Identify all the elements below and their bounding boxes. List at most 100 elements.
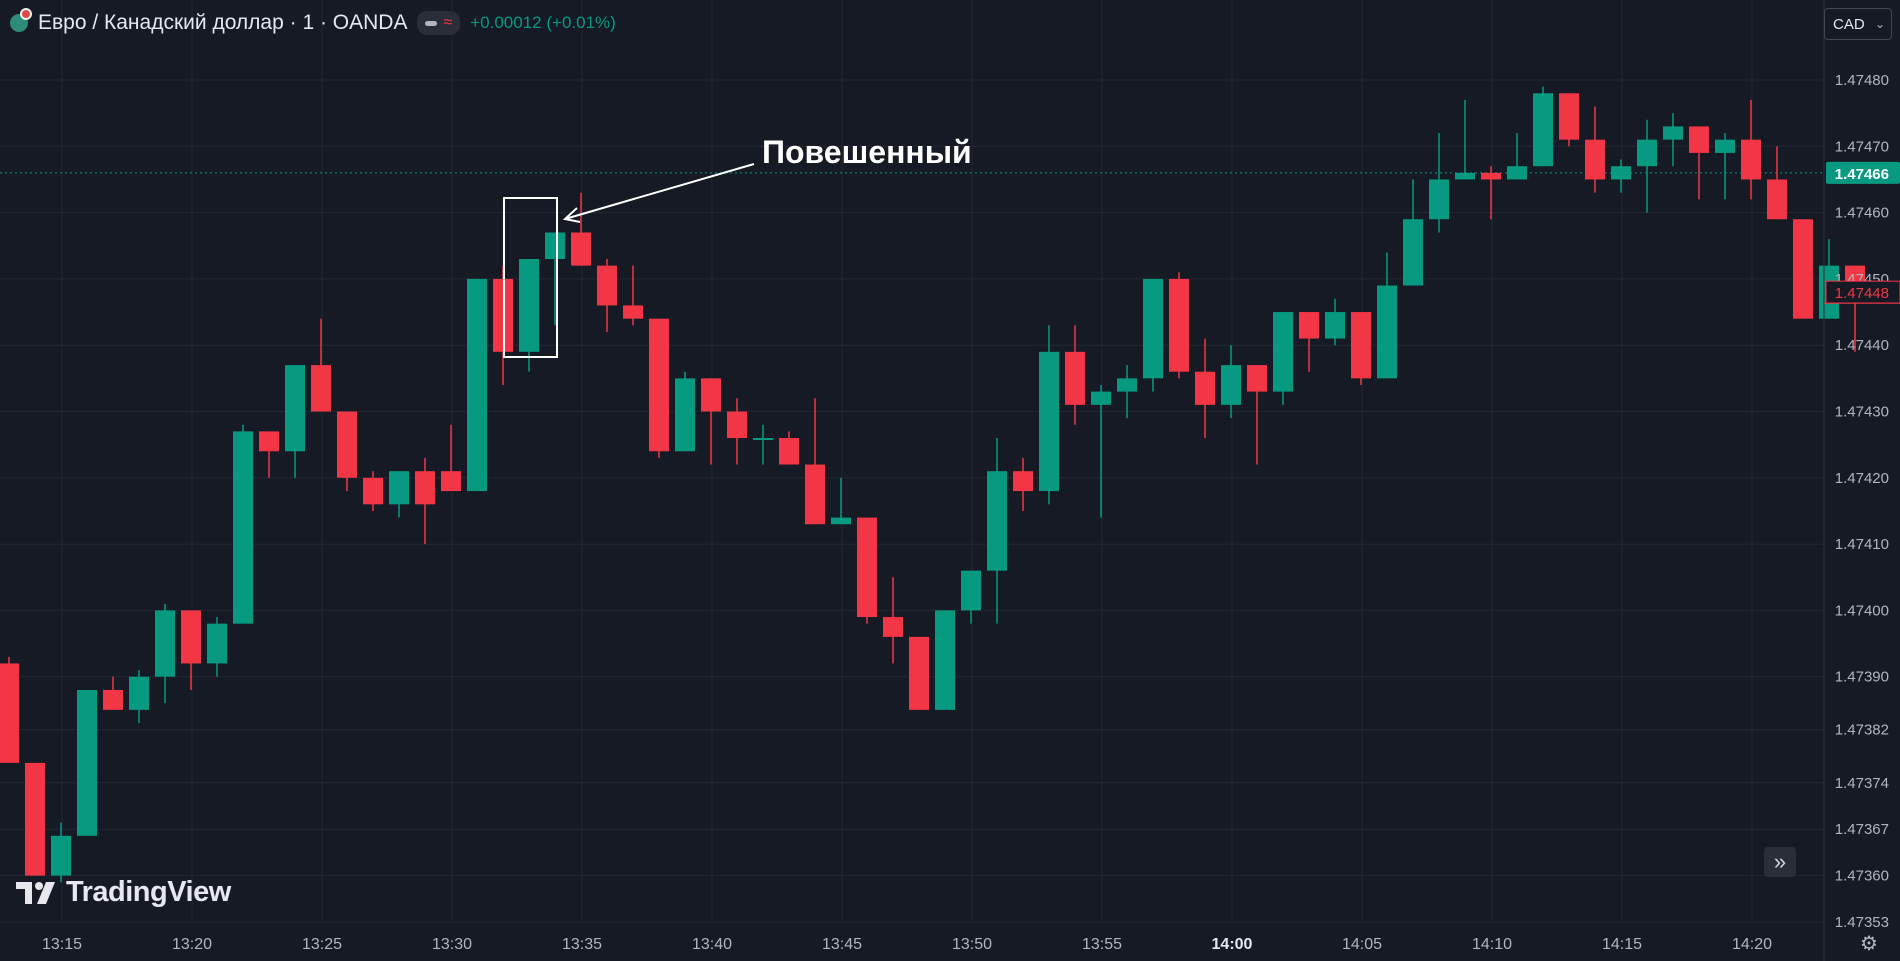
candle-body[interactable] xyxy=(909,636,929,710)
candle-body[interactable] xyxy=(1429,179,1449,220)
candle-body[interactable] xyxy=(753,438,773,441)
tradingview-logo-text: TradingView xyxy=(66,876,231,908)
candle-body[interactable] xyxy=(857,517,877,618)
candle-body[interactable] xyxy=(1689,126,1709,153)
price-tick-label: 1.47460 xyxy=(1835,205,1889,222)
candle-body[interactable] xyxy=(207,623,227,664)
candle-body[interactable] xyxy=(1117,378,1137,392)
candle-body[interactable] xyxy=(1013,471,1033,492)
time-tick-label: 14:15 xyxy=(1602,936,1642,953)
candle-body[interactable] xyxy=(1611,166,1631,180)
candle-body[interactable] xyxy=(1793,219,1813,319)
candle-body[interactable] xyxy=(831,517,851,525)
candle-body[interactable] xyxy=(1351,312,1371,379)
candle-body[interactable] xyxy=(25,762,45,876)
candle-body[interactable] xyxy=(51,835,71,876)
candle-body[interactable] xyxy=(1585,139,1605,180)
tradingview-logo-icon xyxy=(16,881,55,904)
candle-body[interactable] xyxy=(77,689,97,836)
annotation-arrow xyxy=(564,163,755,220)
candle-body[interactable] xyxy=(805,464,825,525)
candle-body[interactable] xyxy=(1507,166,1527,180)
minus-icon xyxy=(425,20,438,26)
price-tick-label: 1.47440 xyxy=(1835,337,1889,354)
symbol-title[interactable]: Евро / Канадский доллар · 1 · OANDA xyxy=(38,11,408,34)
market-status-pill[interactable]: ≈ xyxy=(417,11,461,35)
currency-selector[interactable]: CAD ⌄ xyxy=(1824,8,1892,40)
candle-body[interactable] xyxy=(987,471,1007,571)
candle-body[interactable] xyxy=(441,471,461,492)
candle-body[interactable] xyxy=(935,610,955,710)
candle-body[interactable] xyxy=(1559,93,1579,140)
candle-body[interactable] xyxy=(1377,285,1397,379)
candle-body[interactable] xyxy=(1143,278,1163,379)
candle-body[interactable] xyxy=(597,265,617,306)
candle-body[interactable] xyxy=(519,259,539,352)
candle-body[interactable] xyxy=(1481,172,1501,180)
time-tick-label: 13:40 xyxy=(692,936,732,953)
scroll-to-realtime-button[interactable]: » xyxy=(1764,847,1796,877)
candle-body[interactable] xyxy=(233,431,253,624)
candle-body[interactable] xyxy=(0,663,19,763)
candle-body[interactable] xyxy=(181,610,201,664)
candle-body[interactable] xyxy=(649,318,669,452)
gear-icon: ⚙ xyxy=(1860,932,1878,955)
price-tick-label: 1.47410 xyxy=(1835,536,1889,553)
candle-body[interactable] xyxy=(545,232,565,260)
candle-body[interactable] xyxy=(285,365,305,452)
candle-body[interactable] xyxy=(129,676,149,710)
candle-body[interactable] xyxy=(415,471,435,505)
price-tick-label: 1.47480 xyxy=(1835,72,1889,89)
time-tick-label: 14:05 xyxy=(1342,936,1382,953)
candle-body[interactable] xyxy=(1455,172,1475,180)
annotation-label: Повешенный xyxy=(762,134,972,170)
candle-body[interactable] xyxy=(883,617,903,637)
candle-body[interactable] xyxy=(103,689,123,710)
candle-body[interactable] xyxy=(1247,365,1267,392)
time-tick-label: 13:15 xyxy=(42,936,82,953)
double-chevron-right-icon: » xyxy=(1773,849,1787,874)
candle-body[interactable] xyxy=(571,232,591,266)
candle-body[interactable] xyxy=(1325,312,1345,339)
price-tick-label: 1.47420 xyxy=(1835,470,1889,487)
candle-body[interactable] xyxy=(1767,179,1787,220)
candle-body[interactable] xyxy=(701,378,721,412)
time-tick-label: 13:35 xyxy=(562,936,602,953)
time-tick-label: 14:10 xyxy=(1472,936,1512,953)
candle-body[interactable] xyxy=(1637,139,1657,167)
candle-body[interactable] xyxy=(1299,312,1319,339)
candle-body[interactable] xyxy=(727,411,747,439)
candle-body[interactable] xyxy=(389,471,409,505)
candle-body[interactable] xyxy=(1533,93,1553,167)
candle-body[interactable] xyxy=(675,378,695,452)
last-price-tag xyxy=(1826,161,1900,184)
candle-body[interactable] xyxy=(961,570,981,611)
candle-body[interactable] xyxy=(779,438,799,465)
price-tick-label: 1.47470 xyxy=(1835,138,1889,155)
candle-body[interactable] xyxy=(259,431,279,452)
eur-cad-flag-icon[interactable] xyxy=(10,8,32,32)
price-labels: 1.47466 1.47448 xyxy=(1824,161,1900,304)
candle-body[interactable] xyxy=(1741,139,1761,180)
candle-body[interactable] xyxy=(1715,139,1735,153)
settings-button[interactable]: ⚙ xyxy=(1856,930,1882,956)
candle-body[interactable] xyxy=(337,411,357,478)
candle-body[interactable] xyxy=(1221,365,1241,405)
candle-body[interactable] xyxy=(1663,126,1683,140)
candle-body[interactable] xyxy=(1065,351,1085,405)
candle-body[interactable] xyxy=(1091,391,1111,405)
candle-body[interactable] xyxy=(1273,312,1293,392)
candle-body[interactable] xyxy=(1403,219,1423,286)
candle-body[interactable] xyxy=(311,365,331,412)
price-tick-label: 1.47353 xyxy=(1835,914,1889,931)
candle-body[interactable] xyxy=(155,610,175,677)
candle-body[interactable] xyxy=(467,278,487,492)
candle-body[interactable] xyxy=(1039,351,1059,492)
candle-body[interactable] xyxy=(363,477,383,505)
candle-body[interactable] xyxy=(1195,371,1215,405)
wave-icon: ≈ xyxy=(443,14,453,31)
candle-body[interactable] xyxy=(623,305,643,319)
tradingview-logo[interactable]: TradingView xyxy=(16,876,231,909)
candle-body[interactable] xyxy=(1169,278,1189,372)
